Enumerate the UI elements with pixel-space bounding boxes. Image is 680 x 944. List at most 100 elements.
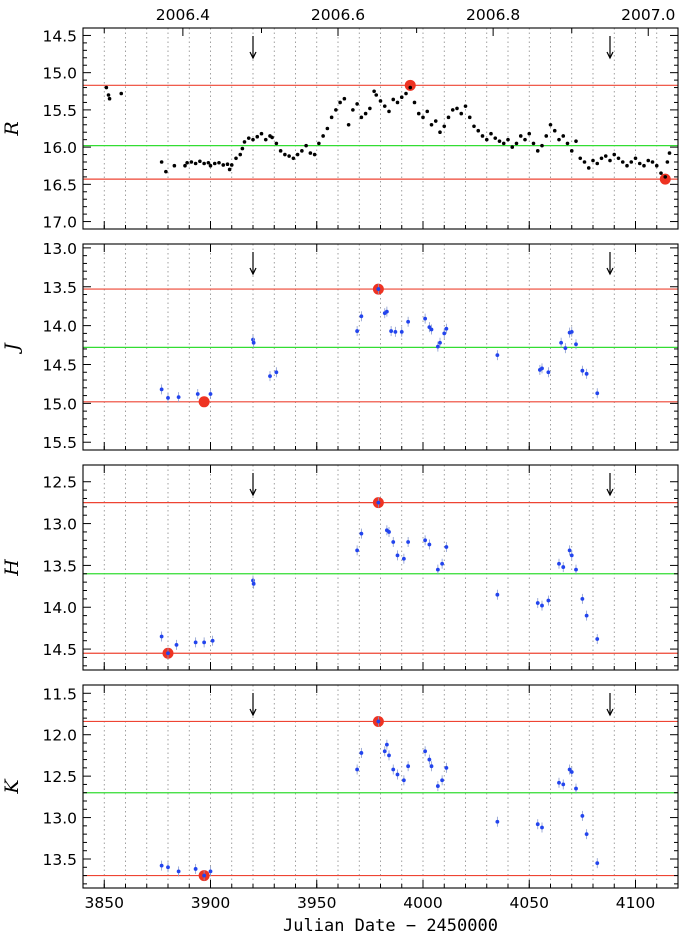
data-point — [574, 342, 578, 347]
data-point — [569, 553, 574, 558]
data-point — [423, 749, 428, 754]
data-point — [429, 327, 434, 332]
data-point — [567, 767, 572, 772]
data-point — [518, 134, 523, 138]
arrow-head — [606, 267, 614, 276]
data-point — [540, 143, 544, 148]
data-point — [444, 545, 449, 549]
data-point — [300, 149, 304, 153]
data-point — [193, 640, 198, 645]
highlight-point — [404, 79, 416, 91]
data-point — [321, 134, 325, 138]
y-tick-label: 15.5 — [42, 102, 77, 120]
data-point — [393, 329, 398, 334]
top-tick-label: 2006.8 — [466, 6, 520, 24]
y-tick-label: 17.0 — [42, 214, 77, 232]
data-point — [391, 540, 396, 544]
data-point — [459, 111, 464, 116]
data-point — [506, 137, 510, 142]
data-point — [535, 601, 540, 605]
data-point — [608, 158, 612, 163]
y-tick-label: 15.0 — [42, 65, 77, 83]
arrow-head — [606, 488, 614, 497]
data-point — [659, 171, 663, 175]
data-point — [421, 115, 425, 120]
data-point — [531, 141, 536, 146]
data-point — [355, 548, 360, 553]
data-point — [382, 749, 387, 754]
data-point — [442, 124, 447, 129]
data-point — [665, 160, 670, 164]
data-point — [544, 134, 549, 138]
data-point — [561, 782, 566, 787]
data-point — [425, 109, 430, 114]
data-point — [382, 104, 387, 108]
data-point — [569, 329, 574, 334]
data-point — [172, 163, 177, 168]
data-point — [185, 160, 189, 165]
data-point — [574, 139, 578, 143]
y-tick-label: 16.5 — [42, 176, 77, 194]
data-point — [546, 598, 551, 603]
data-point — [376, 500, 381, 505]
data-point — [444, 326, 449, 331]
data-point — [429, 764, 434, 769]
data-point — [376, 719, 381, 724]
data-point — [212, 161, 217, 166]
data-point — [552, 128, 557, 133]
x-tick-label: 3900 — [191, 894, 230, 912]
data-point — [312, 152, 317, 157]
data-point — [559, 340, 564, 345]
data-point — [574, 567, 578, 572]
data-point — [440, 561, 445, 566]
highlight-point — [198, 396, 210, 408]
data-point — [497, 139, 502, 143]
data-point — [563, 346, 568, 351]
data-point — [359, 314, 364, 319]
y-tick-label: 13.0 — [42, 516, 77, 534]
data-point — [210, 638, 215, 643]
data-point — [467, 115, 472, 120]
data-point — [412, 100, 417, 105]
data-point — [433, 119, 438, 123]
arrow-head — [249, 51, 257, 60]
data-point — [540, 603, 544, 608]
data-point — [438, 340, 442, 345]
data-point — [435, 344, 440, 349]
y-tick-label: 15.5 — [42, 434, 77, 452]
data-point — [435, 567, 440, 572]
data-point — [346, 122, 351, 127]
y-tick-label: 12.5 — [42, 768, 77, 786]
y-tick-label: 14.5 — [42, 356, 77, 374]
data-point — [578, 156, 583, 161]
data-point — [616, 156, 621, 161]
arrow-head — [606, 708, 614, 717]
data-point — [374, 93, 379, 97]
data-point — [510, 145, 515, 149]
x-axis-title: Julian Date − 2450000 — [283, 916, 498, 936]
data-point — [455, 106, 459, 111]
y-axis-title: H — [1, 559, 23, 577]
data-point — [476, 128, 481, 133]
data-point — [104, 85, 109, 90]
data-point — [599, 156, 604, 161]
y-tick-label: 13.5 — [42, 557, 77, 575]
data-point — [368, 106, 372, 111]
data-point — [523, 137, 527, 142]
data-point — [586, 166, 591, 170]
data-point — [206, 160, 211, 165]
data-point — [495, 819, 500, 824]
data-point — [159, 387, 164, 392]
y-tick-label: 15.0 — [42, 395, 77, 413]
data-point — [561, 565, 566, 569]
data-point — [395, 553, 400, 558]
data-point — [363, 111, 368, 116]
arrow-head — [249, 488, 257, 497]
data-point — [174, 642, 179, 647]
y-tick-label: 12.0 — [42, 727, 77, 745]
x-tick-label: 4100 — [616, 894, 655, 912]
data-point — [164, 169, 168, 174]
data-point — [514, 141, 519, 146]
data-point — [255, 134, 260, 139]
